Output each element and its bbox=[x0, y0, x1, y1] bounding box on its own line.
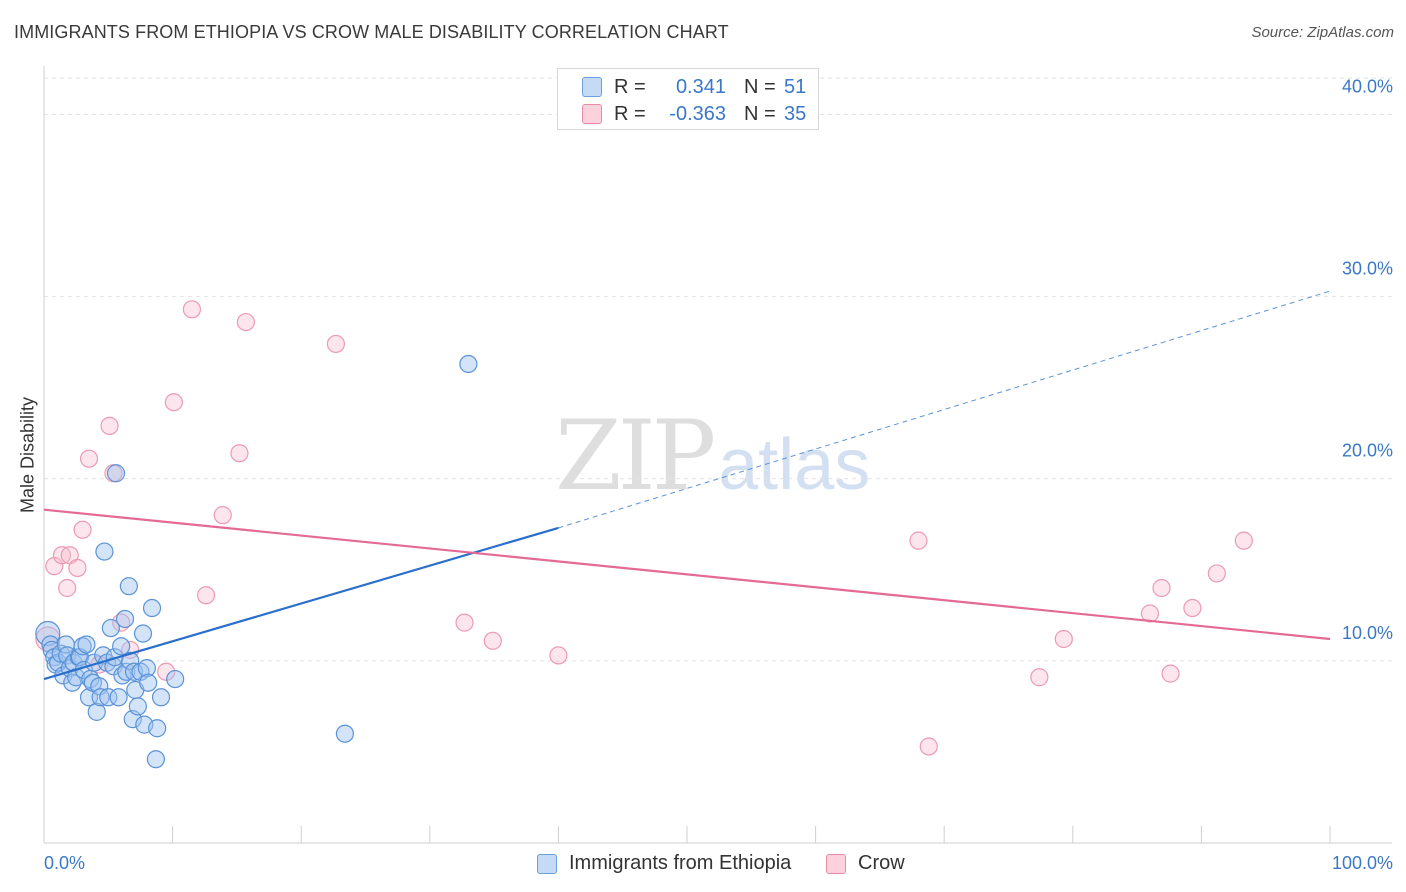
x-tick-label: 100.0% bbox=[1332, 853, 1393, 873]
ethiopia-point bbox=[459, 354, 478, 374]
legend-n-label: N = bbox=[744, 75, 776, 98]
legend-row-crow: R = -0.363 N = 35 bbox=[582, 101, 806, 127]
crow-point bbox=[1207, 564, 1226, 583]
correlation-legend: R = 0.341 N = 51 R = -0.363 N = 35 bbox=[557, 68, 819, 130]
ethiopia-point bbox=[146, 750, 165, 769]
crow-point bbox=[52, 546, 72, 565]
crow-point bbox=[909, 531, 928, 550]
ethiopia-point bbox=[128, 697, 147, 716]
crow-point bbox=[79, 449, 99, 468]
crow-point bbox=[196, 586, 216, 605]
crow-point bbox=[182, 300, 201, 319]
crow-point bbox=[58, 578, 77, 598]
legend-r-value: -0.363 bbox=[669, 102, 726, 125]
legend-swatch-ethiopia bbox=[582, 77, 602, 97]
source-label: Source: ZipAtlas.com bbox=[1251, 24, 1394, 41]
ethiopia-point bbox=[101, 618, 120, 638]
legend-row-ethiopia: R = 0.341 N = 51 bbox=[582, 74, 806, 100]
ethiopia-point bbox=[51, 644, 70, 663]
crow-point bbox=[213, 506, 232, 525]
legend-n-value: 51 bbox=[784, 75, 807, 98]
watermark-atlas: atlas bbox=[718, 425, 871, 505]
crow-point bbox=[1030, 668, 1049, 687]
ethiopia-point bbox=[119, 577, 138, 596]
ethiopia-point bbox=[87, 702, 106, 721]
crow-point bbox=[68, 558, 87, 578]
y-tick-label: 40.0% bbox=[1342, 76, 1393, 96]
ethiopia-point bbox=[95, 542, 114, 561]
crow-point bbox=[326, 334, 346, 354]
crow-point bbox=[919, 737, 938, 756]
crow-point bbox=[549, 646, 568, 665]
y-axis-label: Male Disability bbox=[17, 396, 38, 514]
ethiopia-trend-extension bbox=[558, 290, 1331, 529]
series-swatch-crow bbox=[826, 853, 846, 874]
ethiopia-point bbox=[109, 688, 128, 707]
crow-point bbox=[230, 444, 249, 463]
ethiopia-point bbox=[117, 662, 136, 681]
x-tick-label: 0.0% bbox=[44, 853, 85, 873]
legend-r-label: R = bbox=[614, 75, 646, 98]
crow-point bbox=[483, 631, 502, 650]
ethiopia-point bbox=[35, 620, 61, 647]
y-tick-label: 20.0% bbox=[1342, 441, 1393, 461]
y-tick-label: 30.0% bbox=[1342, 259, 1393, 279]
ethiopia-point bbox=[112, 637, 131, 656]
ethiopia-point bbox=[99, 688, 118, 707]
series-label-ethiopia: Immigrants from Ethiopia bbox=[569, 852, 792, 874]
legend-n-value: 35 bbox=[784, 102, 807, 125]
legend-r-value: 0.341 bbox=[675, 75, 726, 98]
ethiopia-point bbox=[133, 624, 153, 643]
chart-title: IMMIGRANTS FROM ETHIOPIA VS CROW MALE DI… bbox=[14, 22, 729, 42]
watermark-zip: ZIP bbox=[555, 400, 716, 512]
ethiopia-point bbox=[91, 688, 110, 707]
legend-swatch-crow bbox=[582, 104, 602, 124]
crow-point bbox=[236, 312, 256, 332]
crow-point bbox=[1161, 664, 1180, 683]
crow-point bbox=[455, 613, 474, 632]
crow-point bbox=[1234, 531, 1253, 550]
ethiopia-trend-line bbox=[43, 526, 559, 681]
legend-r-label: R = bbox=[614, 102, 646, 125]
crow-point bbox=[1183, 598, 1202, 618]
y-tick-label: 10.0% bbox=[1342, 623, 1393, 643]
series-legend-crow: Crow bbox=[826, 852, 905, 875]
crow-point bbox=[164, 393, 183, 412]
ethiopia-point bbox=[335, 724, 355, 743]
crow-point bbox=[1054, 629, 1073, 649]
ethiopia-point bbox=[148, 719, 167, 738]
ethiopia-point bbox=[142, 598, 162, 618]
crow-point bbox=[100, 416, 119, 435]
ethiopia-point bbox=[139, 673, 158, 692]
crow-point bbox=[73, 520, 92, 539]
ethiopia-point bbox=[166, 669, 185, 689]
crow-point bbox=[1152, 578, 1171, 598]
series-label-crow: Crow bbox=[858, 852, 905, 874]
legend-n-label: N = bbox=[744, 102, 776, 125]
ethiopia-point bbox=[77, 635, 96, 654]
ethiopia-point bbox=[115, 609, 135, 629]
watermark: ZIPatlas bbox=[555, 400, 870, 512]
series-legend-ethiopia: Immigrants from Ethiopia bbox=[537, 852, 791, 875]
series-swatch-ethiopia bbox=[537, 853, 557, 874]
ethiopia-point bbox=[151, 688, 171, 707]
ethiopia-point bbox=[106, 464, 126, 483]
series-legend: Immigrants from Ethiopia Crow bbox=[0, 852, 1406, 878]
ethiopia-point bbox=[137, 659, 156, 678]
crow-trend-line bbox=[43, 508, 1331, 641]
